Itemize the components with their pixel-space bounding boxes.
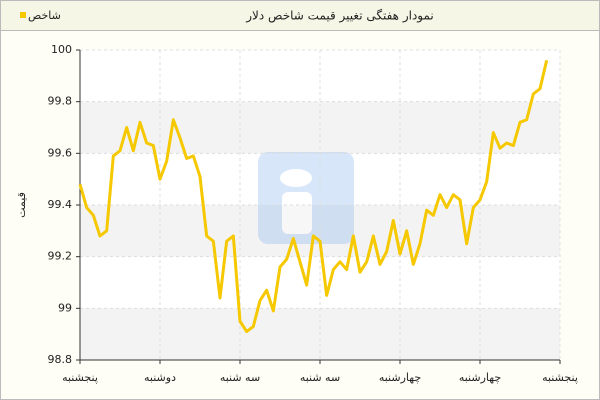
y-tick-label: 99.4 xyxy=(48,198,73,211)
x-tick-label: چهارشنبه xyxy=(379,371,421,384)
watermark xyxy=(258,152,354,244)
x-tick-label: پنجشنبه xyxy=(542,371,578,384)
y-tick-label: 99.2 xyxy=(48,250,73,263)
header xyxy=(0,0,600,31)
y-tick-label: 99.8 xyxy=(48,95,73,108)
y-axis-label: قیمت xyxy=(15,192,28,218)
data-line xyxy=(78,59,549,334)
x-tick-label: پنجشنبه xyxy=(62,371,98,384)
x-tick-label: سه شنبه xyxy=(220,371,260,384)
x-tick-label: دوشنبه xyxy=(144,371,176,384)
chart-title: نمودار هفتگی تغییر قیمت شاخص دلار xyxy=(245,9,434,24)
x-tick-label: چهارشنبه xyxy=(459,371,501,384)
legend-label: شاخص xyxy=(28,9,61,22)
y-tick-label: 98.8 xyxy=(48,353,73,366)
y-tick-label: 99.6 xyxy=(48,146,73,159)
x-tick-label: سه شنبه xyxy=(300,371,340,384)
y-tick-label: 99 xyxy=(58,301,72,314)
y-tick-label: 100 xyxy=(51,43,72,56)
legend-swatch xyxy=(20,12,26,18)
